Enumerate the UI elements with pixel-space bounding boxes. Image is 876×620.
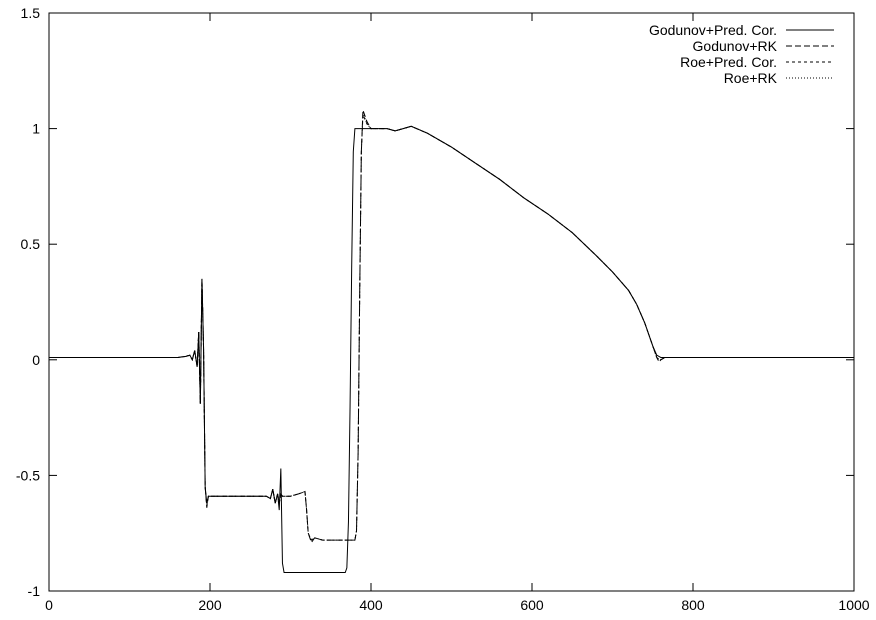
legend-label: Godunov+Pred. Cor.: [649, 22, 777, 38]
x-tick-label: 1000: [838, 597, 869, 613]
series-line-4: [49, 112, 854, 541]
x-tick-label: 400: [359, 597, 383, 613]
x-tick-label: 200: [198, 597, 222, 613]
axis-ticks: 0 200 400 600 800 1000 -1 -0.5 0 0.5 1 1.5: [16, 5, 870, 613]
series-line-1: [49, 125, 854, 573]
y-tick-label: 1: [32, 121, 40, 137]
y-tick-label: 0.5: [21, 236, 41, 252]
series-line-3: [49, 114, 854, 541]
legend-label: Godunov+RK: [693, 38, 778, 54]
x-tick-label: 800: [681, 597, 705, 613]
y-tick-label: 1.5: [21, 5, 41, 21]
series-line-2: [49, 109, 854, 544]
legend-label: Roe+RK: [724, 70, 778, 86]
series-lines: [49, 109, 854, 573]
y-tick-label: -0.5: [16, 467, 40, 483]
x-tick-label: 0: [45, 597, 53, 613]
y-tick-label: -1: [28, 583, 41, 599]
legend-label: Roe+Pred. Cor.: [680, 54, 777, 70]
x-tick-label: 600: [520, 597, 544, 613]
y-tick-label: 0: [32, 352, 40, 368]
plot-frame: [48, 12, 855, 592]
